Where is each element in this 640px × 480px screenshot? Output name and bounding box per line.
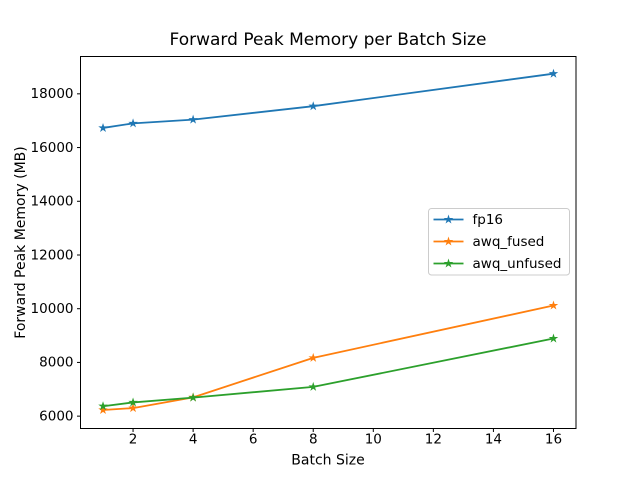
star-marker-awq_unfused-batch-8 [308,381,318,391]
y-tick-label: 6000 [39,408,73,424]
star-marker-awq_fused-batch-1 [98,404,108,415]
legend-star-icon-awq_unfused [443,258,454,268]
star-marker-awq_unfused-batch-4 [188,392,198,402]
legend-label-awq_fused: awq_fused [473,234,545,250]
star-marker-awq_fused-batch-16 [548,300,559,310]
y-tick-label: 16000 [31,140,74,156]
legend-star-icon-fp16 [443,214,454,224]
star-marker-awq_unfused-batch-1 [98,401,108,411]
chart-title: Forward Peak Memory per Batch Size [170,30,487,50]
series-line-fp16 [102,72,555,129]
legend: fp16 awq_fused awq_unfused [428,208,570,276]
star-marker-fp16-batch-2 [128,118,138,128]
legend-box [428,208,570,276]
star-marker-awq_unfused-batch-16 [548,333,559,343]
x-tick-label: 12 [425,432,442,448]
star-marker-awq_fused-batch-2 [128,403,138,413]
x-axis-label: Batch Size [291,453,364,469]
star-marker-fp16-batch-1 [98,122,108,132]
y-tick-label: 8000 [39,355,73,371]
star-marker-fp16-batch-16 [548,68,559,78]
star-marker-fp16-batch-4 [188,114,198,124]
y-tick-label: 14000 [31,194,74,210]
x-tick-label: 6 [249,432,258,448]
star-marker-fp16-batch-8 [308,101,318,111]
series-line-awq_unfused [102,337,555,408]
legend-label-awq_unfused: awq_unfused [473,256,562,272]
y-tick-label: 10000 [31,301,74,317]
x-tick-label: 2 [129,432,138,448]
x-tick-label: 8 [309,432,318,448]
y-tick-label: 12000 [31,247,74,263]
x-tick-label: 16 [545,432,562,448]
series-line-awq_fused [102,304,555,411]
x-tick-label: 10 [365,432,382,448]
star-marker-awq_fused-batch-8 [308,352,318,362]
y-tick-label: 18000 [31,86,74,102]
star-marker-awq_unfused-batch-2 [128,397,138,407]
x-tick-label: 4 [189,432,198,448]
plot-border [80,56,577,429]
legend-star-icon-awq_fused [443,236,454,246]
plot-area: 6000 8000 10000 12000 14000 16000 18000 2 4 6 8 10 1… [31,56,577,448]
y-axis-label: Forward Peak Memory (MB) [13,146,29,338]
x-tick-label: 14 [485,432,502,448]
legend-label-fp16: fp16 [473,212,504,228]
